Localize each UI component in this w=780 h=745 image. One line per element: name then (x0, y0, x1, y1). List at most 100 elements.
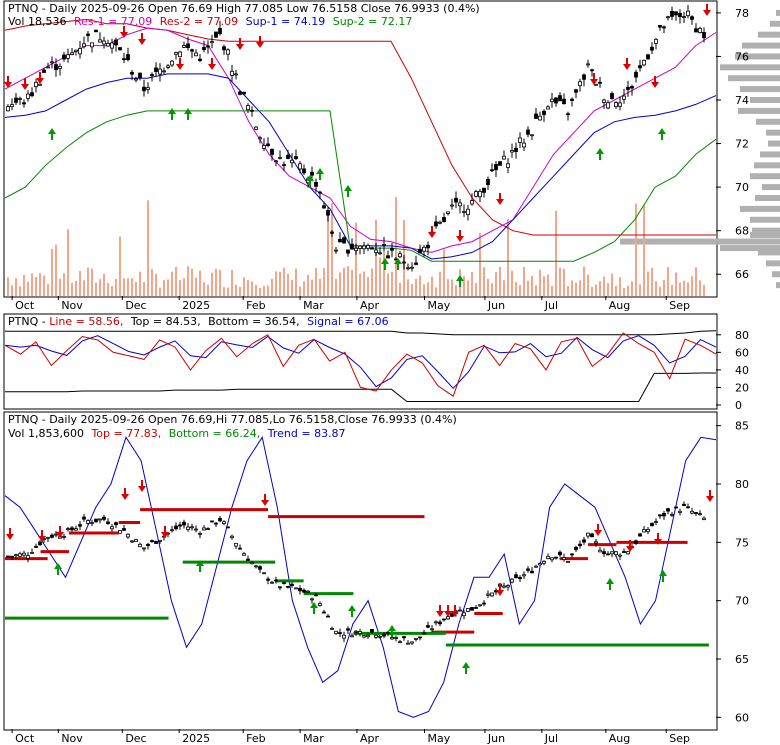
candle-body (534, 565, 538, 568)
candle-body (366, 244, 370, 249)
sell-arrow (654, 533, 662, 545)
candle-body (594, 83, 598, 86)
volume-bar (23, 275, 25, 296)
candle-body (418, 248, 422, 254)
volume-profile-bar (768, 140, 780, 147)
candle-body (238, 547, 242, 550)
trend-panel-frame (3, 411, 718, 731)
candle-body (618, 102, 622, 107)
candle-body (74, 528, 78, 531)
candle-body (630, 86, 634, 89)
volume-bar (199, 270, 201, 296)
buy-arrow (462, 662, 470, 674)
candle-body (206, 528, 210, 530)
volume-bar (379, 257, 381, 296)
p1-x-tick-label: 2025 (182, 299, 210, 312)
volume-profile-bar (735, 53, 780, 60)
candle-body (554, 556, 558, 559)
candle-body (130, 540, 134, 543)
volume-bar (547, 274, 549, 296)
volume-bar (655, 281, 657, 296)
p1-res1: Res-1 = 77.09 (74, 15, 152, 28)
volume-bar (75, 280, 77, 296)
candle-body (262, 572, 266, 575)
candle-body (642, 59, 646, 66)
p3-x-tick-label: Oct (15, 732, 35, 745)
candle-body (142, 547, 146, 550)
sell-arrow (261, 494, 269, 506)
candle-body (222, 46, 226, 51)
p1-legend: Vol 18,536 Res-1 = 77.09 Res-2 = 77.09 S… (8, 15, 412, 28)
candle-body (674, 506, 678, 509)
candle-body (118, 530, 122, 534)
volume-bar (571, 280, 573, 296)
candle-body (390, 247, 394, 251)
p1-x-tick-label: Jul (544, 299, 558, 312)
candle-body (14, 554, 18, 557)
volume-bar (695, 267, 697, 296)
p1-x-tick-label: Aug (609, 299, 630, 312)
volume-bar (307, 274, 309, 296)
candle-body (86, 33, 90, 36)
candle-body (502, 155, 506, 160)
candle-body (274, 579, 278, 582)
volume-profile-bar (740, 205, 780, 212)
p1-res2: Res-2 = 77.09 (160, 15, 238, 28)
candle-body (6, 106, 10, 112)
candle-body (290, 159, 294, 164)
volume-bar (339, 272, 341, 296)
candle-body (122, 58, 126, 61)
candle-body (282, 582, 286, 584)
volume-bar (495, 272, 497, 296)
volume-bar (463, 276, 465, 296)
candle-body (30, 552, 34, 554)
candle-body (458, 609, 462, 612)
candle-body (30, 92, 34, 97)
candle-body (146, 87, 150, 90)
candle-body (110, 42, 114, 49)
volume-profile-bar (752, 227, 780, 234)
sell-arrow (21, 78, 29, 90)
osc-signal-line (4, 335, 717, 390)
candle-body (370, 247, 374, 250)
candle-body (582, 539, 586, 543)
candle-body (434, 221, 438, 227)
candle-body (54, 64, 58, 71)
volume-bar (583, 266, 585, 296)
candle-body (558, 95, 562, 102)
volume-bar (271, 278, 273, 296)
volume-bar (35, 277, 37, 296)
candle-body (298, 163, 302, 170)
candle-body (22, 102, 26, 105)
volume-bar (219, 269, 221, 296)
candle-body (250, 561, 254, 565)
candle-body (214, 31, 218, 38)
candle-body (266, 578, 270, 581)
candle-body (50, 61, 54, 64)
candle-body (114, 522, 118, 526)
candle-body (58, 65, 62, 69)
candle-body (690, 510, 694, 514)
candle-body (258, 137, 262, 140)
candle-body (38, 541, 42, 546)
candle-body (342, 634, 346, 639)
candle-body (526, 568, 530, 571)
volume-bar (295, 268, 297, 296)
volume-bar (155, 273, 157, 296)
candle-body (134, 78, 138, 81)
candle-body (338, 632, 342, 635)
candle-body (382, 633, 386, 637)
p2-signal: Signal = 67.06 (307, 315, 389, 328)
candle-body (374, 634, 378, 638)
candle-body (98, 39, 102, 43)
candle-body (506, 585, 510, 588)
candle-body (646, 54, 650, 60)
volume-bar (483, 267, 485, 296)
volume-bar (359, 273, 361, 296)
sell-arrow (590, 73, 598, 85)
candle-body (498, 161, 502, 166)
volume-bar (387, 273, 389, 296)
candle-body (6, 555, 10, 558)
candle-body (174, 52, 178, 55)
